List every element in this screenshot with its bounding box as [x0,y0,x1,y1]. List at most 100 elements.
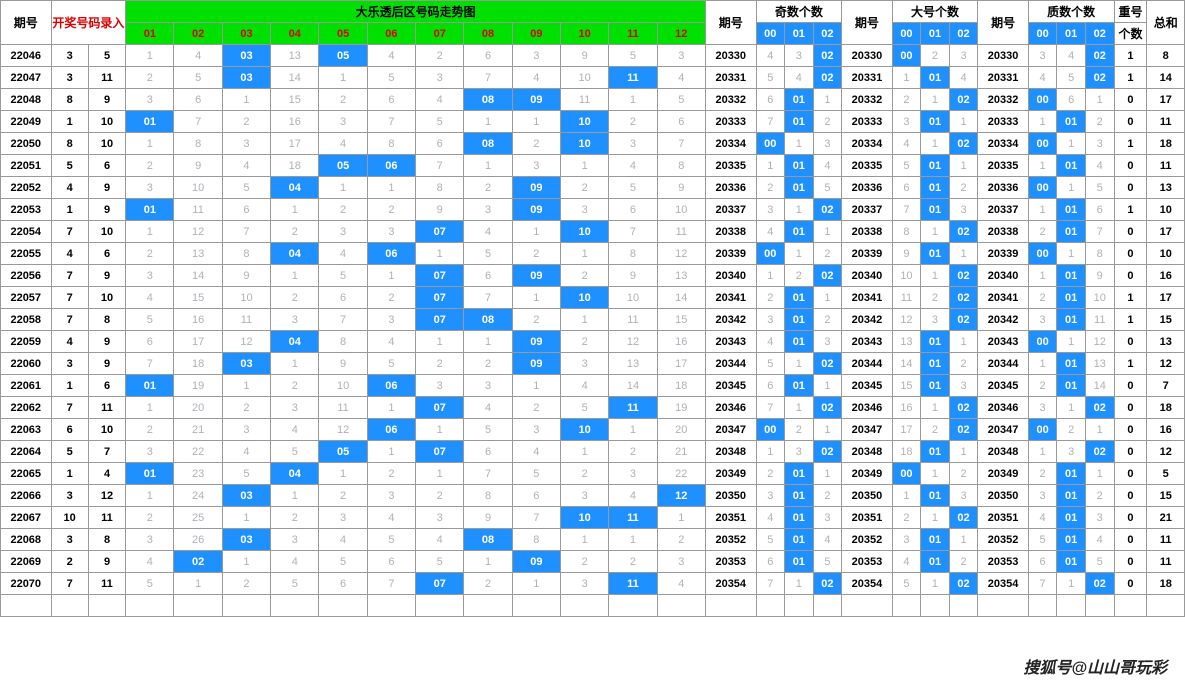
entry-cell: 1 [51,375,88,397]
period4-cell: 20336 [978,177,1029,199]
entry-cell: 9 [88,89,125,111]
period2-cell: 20347 [706,419,757,441]
trend-cell: 16 [271,111,319,133]
trend-cell: 2 [512,133,560,155]
trend-cell: 14 [657,287,705,309]
trend-cell: 1 [126,45,174,67]
trend-cell: 12 [657,243,705,265]
big-cell: 1 [949,155,978,177]
trend-cell: 7 [174,111,222,133]
prime-cell: 14 [1085,375,1114,397]
table-row: 2206838326033454088112203525014203523011… [1,529,1185,551]
odd-cell: 1 [785,199,814,221]
trend-cell: 2 [560,331,608,353]
odd-cell: 00 [756,243,785,265]
period4-cell: 20342 [978,309,1029,331]
repeat-cell: 0 [1114,441,1147,463]
repeat-cell: 0 [1114,419,1147,441]
trend-cell: 4 [464,397,512,419]
trend-cell: 11 [657,221,705,243]
trend-cell: 17 [657,353,705,375]
period-cell: 22068 [1,529,52,551]
odd-cell: 1 [813,419,842,441]
trend-cell: 2 [464,177,512,199]
trend-cell: 1 [126,133,174,155]
entry-cell: 5 [88,45,125,67]
odd-cell: 6 [756,551,785,573]
big-cell: 1 [921,89,950,111]
period2-cell: 20351 [706,507,757,529]
trend-cell: 9 [657,177,705,199]
big-cell: 01 [921,441,950,463]
trend-cell: 1 [126,221,174,243]
entry-cell: 1 [51,199,88,221]
sum-cell: 17 [1147,221,1185,243]
trend-cell: 8 [609,243,657,265]
trend-cell: 07 [416,309,464,331]
trend-col-09: 09 [512,23,560,45]
sum-cell: 7 [1147,375,1185,397]
odd-cell: 1 [813,463,842,485]
trend-cell: 05 [319,155,367,177]
trend-cell: 1 [271,199,319,221]
prime-cell: 1 [1028,199,1057,221]
prime-cell: 1 [1057,397,1086,419]
trend-cell: 2 [512,309,560,331]
entry-cell: 8 [51,133,88,155]
table-header: 期号 开奖号码录入 大乐透后区号码走势图 期号 奇数个数 期号 大号个数 期号 … [1,1,1185,45]
period2-cell: 20343 [706,331,757,353]
trend-cell: 4 [126,287,174,309]
period3-cell: 20350 [842,485,893,507]
table-row: 2206929402145651092232035360152035340122… [1,551,1185,573]
trend-cell: 3 [319,221,367,243]
big-cell: 9 [892,243,921,265]
period4-cell: 20352 [978,529,1029,551]
trend-cell: 5 [609,177,657,199]
odd-cell: 2 [756,463,785,485]
trend-cell: 3 [464,199,512,221]
period4-cell: 20354 [978,573,1029,595]
trend-cell: 8 [319,331,367,353]
trend-cell: 9 [560,45,608,67]
big-cell: 00 [892,463,921,485]
big-cell: 01 [921,375,950,397]
trend-cell: 04 [271,331,319,353]
trend-cell: 7 [609,221,657,243]
period2-cell: 20339 [706,243,757,265]
trend-cell: 18 [271,155,319,177]
trend-cell: 2 [222,573,270,595]
odd-cell: 01 [785,287,814,309]
trend-cell: 6 [657,111,705,133]
odd-cell: 01 [785,551,814,573]
period3-cell: 20341 [842,287,893,309]
trend-cell: 6 [222,199,270,221]
period3-cell: 20342 [842,309,893,331]
trend-cell: 07 [416,441,464,463]
sum-cell: 17 [1147,287,1185,309]
trend-cell: 4 [512,441,560,463]
period-cell: 22048 [1,89,52,111]
col-entry: 开奖号码录入 [51,1,126,45]
trend-cell: 26 [174,529,222,551]
odd-cell: 02 [813,45,842,67]
big-cell: 01 [921,551,950,573]
trend-cell: 5 [512,463,560,485]
trend-cell: 3 [609,133,657,155]
prime-cell: 1 [1085,463,1114,485]
entry-cell: 9 [88,265,125,287]
odd-cell: 01 [785,375,814,397]
entry-cell: 11 [88,507,125,529]
period4-cell: 20345 [978,375,1029,397]
prime-cell: 3 [1057,441,1086,463]
period4-cell: 20332 [978,89,1029,111]
entry-cell: 9 [88,551,125,573]
period4-cell: 20330 [978,45,1029,67]
trend-cell: 8 [512,529,560,551]
entry-cell: 7 [51,265,88,287]
trend-cell: 8 [222,243,270,265]
table-row: 2205249310504118209259203362015203366012… [1,177,1185,199]
trend-cell: 9 [416,199,464,221]
trend-cell: 5 [560,397,608,419]
trend-cell: 9 [319,353,367,375]
period-cell: 22067 [1,507,52,529]
